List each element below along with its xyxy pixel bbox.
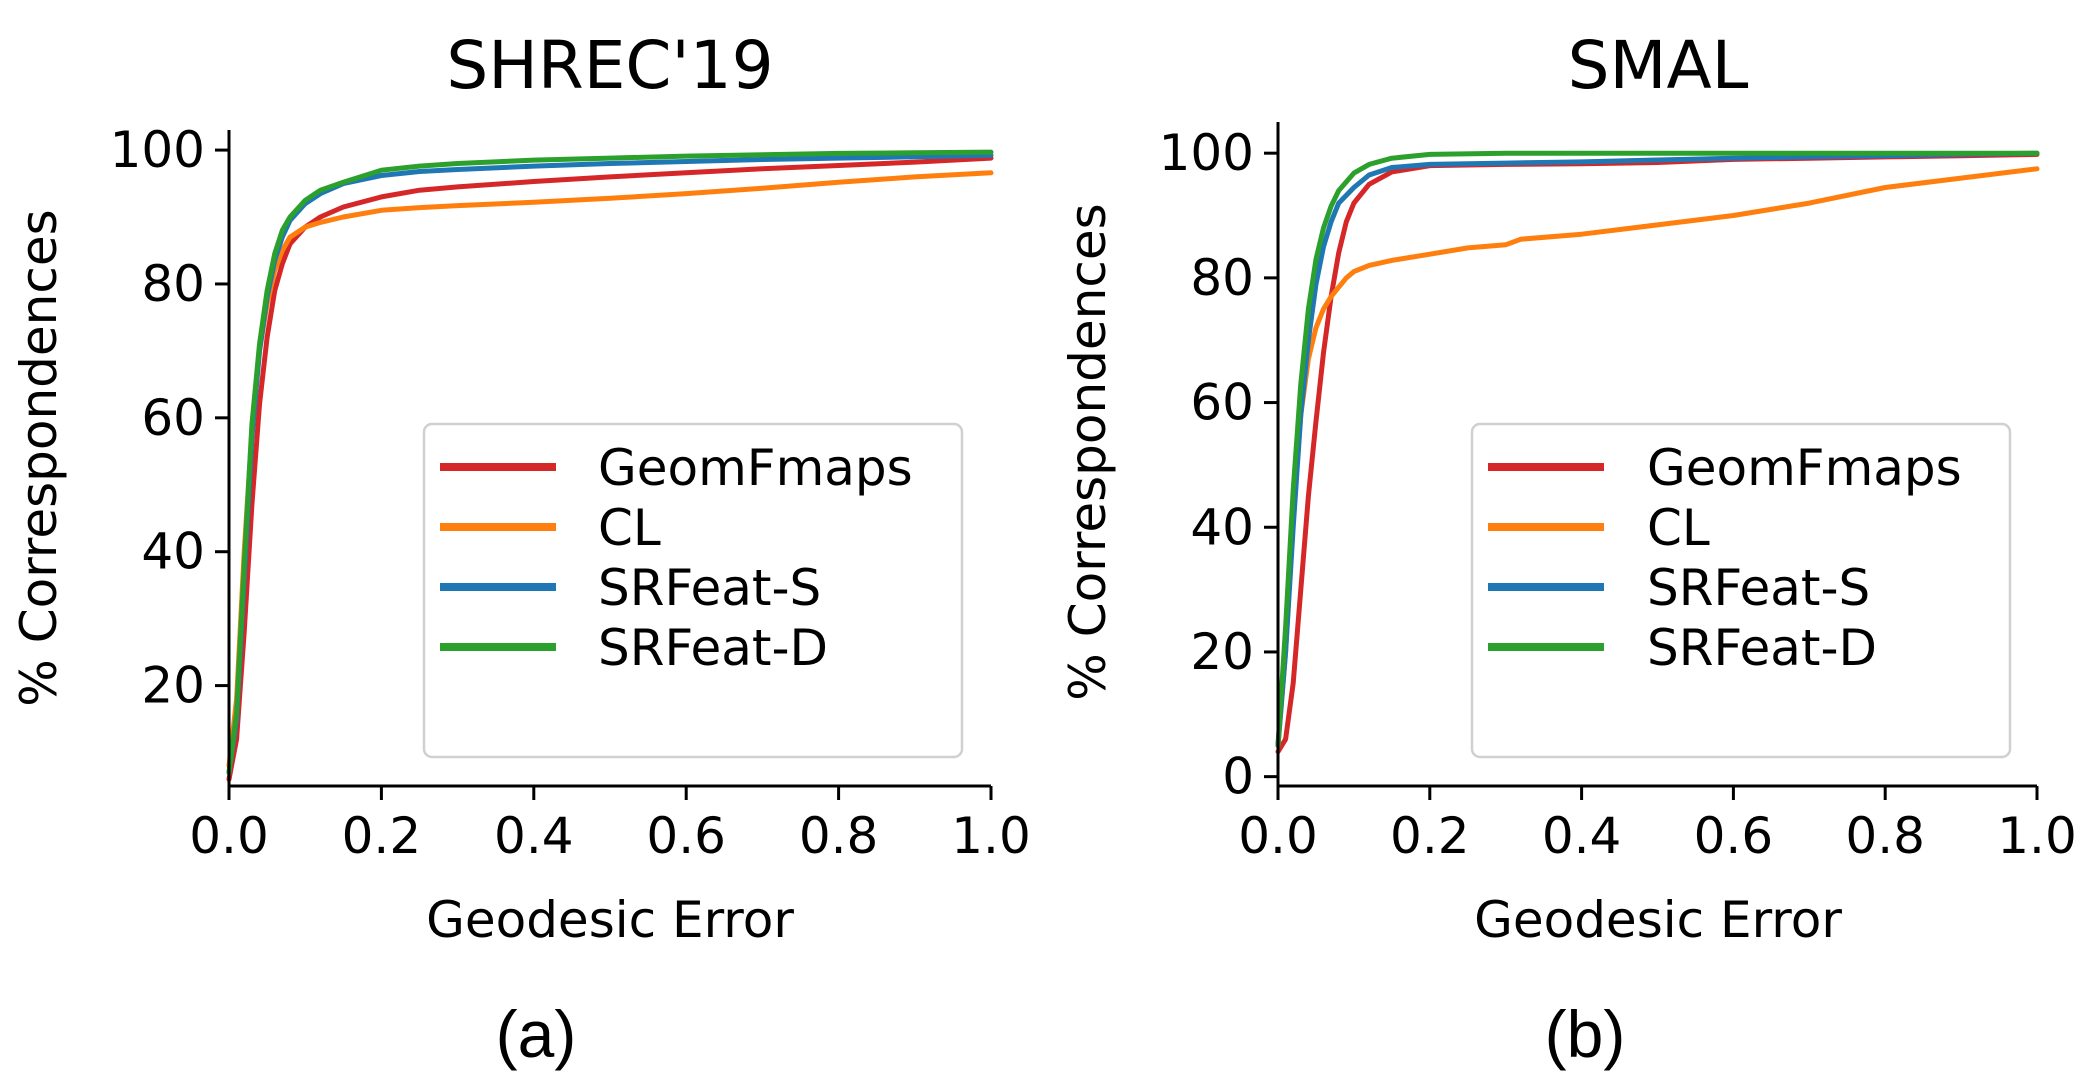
y-tick-label: 80 [141, 255, 205, 313]
legend-label-geomfmaps: GeomFmaps [598, 439, 913, 497]
x-tick-label: 0.0 [189, 807, 269, 865]
x-tick-label: 1.0 [1997, 807, 2077, 865]
chart-b-caption: (b) [1545, 997, 1626, 1071]
chart-b-legend-frame [1470, 422, 2012, 759]
chart-b: SMAL 0.0 0.2 0.4 0.6 0.8 1.0 0 20 40 60 80 100 Geo… [1059, 27, 2077, 1071]
chart-a-series-group [226, 149, 994, 782]
x-tick-label: 0.6 [1694, 807, 1774, 865]
y-tick-label: 100 [1159, 124, 1254, 182]
x-tick-label: 1.0 [951, 807, 1031, 865]
chart-a-ylabel: % Correspondences [10, 209, 68, 706]
y-tick-label: 20 [1190, 623, 1254, 681]
x-tick-label: 0.8 [799, 807, 879, 865]
legend-label-srfeat-s: SRFeat-S [598, 559, 821, 617]
y-tick-label: 60 [1190, 374, 1254, 432]
chart-a-y-ticks: 20 40 60 80 100 [110, 121, 229, 715]
x-tick-label: 0.6 [646, 807, 726, 865]
legend-label-cl: CL [1647, 499, 1710, 557]
chart-a-title: SHREC'19 [446, 27, 773, 104]
y-tick-label: 40 [141, 523, 205, 581]
chart-a-x-ticks: 0.0 0.2 0.4 0.6 0.8 1.0 [189, 786, 1031, 865]
chart-b-ylabel: % Correspondences [1059, 203, 1117, 700]
chart-b-x-ticks: 0.0 0.2 0.4 0.6 0.8 1.0 [1238, 786, 2077, 865]
x-tick-label: 0.4 [1542, 807, 1622, 865]
x-tick-label: 0.4 [494, 807, 574, 865]
x-tick-label: 0.0 [1238, 807, 1318, 865]
legend-label-srfeat-d: SRFeat-D [1647, 619, 1877, 677]
x-tick-label: 0.2 [342, 807, 422, 865]
y-tick-label: 20 [141, 657, 205, 715]
series-line-srfeat-d [1275, 150, 2040, 748]
x-tick-label: 0.2 [1390, 807, 1470, 865]
y-tick-label: 60 [141, 389, 205, 447]
series-line-srfeat-d [226, 149, 994, 776]
y-tick-label: 100 [110, 121, 205, 179]
chart-a-caption: (a) [496, 997, 577, 1071]
x-tick-label: 0.8 [1845, 807, 1925, 865]
y-tick-label: 80 [1190, 249, 1254, 307]
chart-b-title: SMAL [1568, 27, 1749, 104]
legend-label-srfeat-s: SRFeat-S [1647, 559, 1870, 617]
chart-b-xlabel: Geodesic Error [1474, 891, 1842, 949]
chart-b-series-group [1275, 150, 2040, 755]
y-tick-label: 40 [1190, 498, 1254, 556]
y-tick-label: 0 [1222, 748, 1254, 806]
chart-a-legend-frame [422, 422, 964, 759]
chart-a: SHREC'19 0.0 0.2 0.4 0.6 0.8 1.0 20406080100 … [10, 27, 1031, 1071]
legend-label-geomfmaps: GeomFmaps [1647, 439, 1962, 497]
chart-b-y-ticks: 0 20 40 60 80 100 [1159, 124, 1278, 806]
legend-label-cl: CL [598, 499, 661, 557]
series-line-geomfmaps [226, 155, 994, 782]
legend-label-srfeat-d: SRFeat-D [598, 619, 828, 677]
series-line-srfeat-s [1275, 150, 2040, 748]
chart-a-xlabel: Geodesic Error [426, 891, 794, 949]
